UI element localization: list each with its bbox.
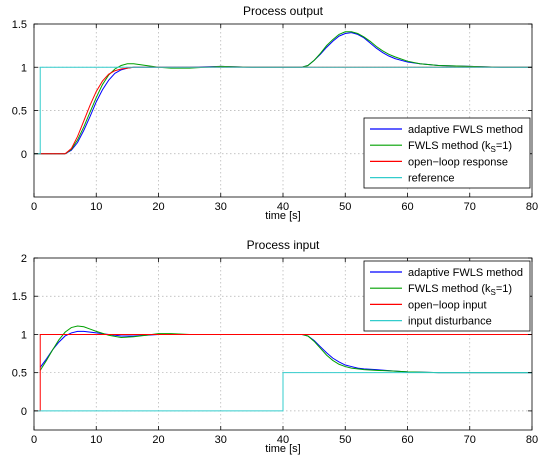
legend-label-0: adaptive FWLS method bbox=[408, 124, 523, 136]
legend-label-1-subscript: S bbox=[491, 288, 496, 297]
y-tick-label: 2 bbox=[21, 253, 27, 265]
x-tick-label: 50 bbox=[339, 201, 351, 213]
y-tick-label: 1.5 bbox=[12, 19, 27, 31]
x-tick-label: 0 bbox=[31, 434, 37, 446]
x-tick-label: 0 bbox=[31, 201, 37, 213]
y-tick-label: 0 bbox=[21, 149, 27, 161]
legend-label-1-main: FWLS method (k bbox=[408, 140, 491, 152]
process-input-chart: 0 10 20 30 40 50 60 70 80 0 0.5 1 1.5 2 Process input t… bbox=[12, 238, 538, 455]
y-tick-label: 1 bbox=[21, 62, 27, 74]
legend-label-1: FWLS method (kS=1) bbox=[408, 140, 512, 154]
legend-box bbox=[363, 117, 531, 189]
x-tick-label: 20 bbox=[152, 434, 164, 446]
legend-box bbox=[363, 260, 531, 332]
x-tick-label: 30 bbox=[215, 201, 227, 213]
x-tick-label: 70 bbox=[464, 434, 476, 446]
y-tick-label: 0.5 bbox=[12, 106, 27, 118]
x-tick-label: 70 bbox=[464, 201, 476, 213]
x-axis-label: time [s] bbox=[265, 443, 300, 455]
x-tick-label: 30 bbox=[215, 434, 227, 446]
legend-label-2: open−loop input bbox=[408, 299, 487, 311]
x-axis-label: time [s] bbox=[265, 210, 300, 222]
y-tick-label: 0.5 bbox=[12, 368, 27, 380]
process-output-chart: 0 10 20 30 40 50 60 70 80 0 0.5 1 1.5 Process output t… bbox=[12, 4, 538, 222]
x-tick-label: 40 bbox=[277, 434, 289, 446]
y-tick-label: 1.5 bbox=[12, 291, 27, 303]
legend-label-2: open−loop response bbox=[408, 156, 508, 168]
x-tick-label: 80 bbox=[526, 201, 538, 213]
series-line-3 bbox=[34, 372, 532, 412]
chart-title: Process input bbox=[247, 238, 320, 252]
x-tick-label: 40 bbox=[277, 201, 289, 213]
x-tick-label: 10 bbox=[90, 434, 102, 446]
legend-label-3: input disturbance bbox=[408, 316, 492, 328]
x-tick-label: 10 bbox=[90, 201, 102, 213]
legend-label-1-tail: =1) bbox=[496, 140, 512, 152]
legend-label-1-main: FWLS method (k bbox=[408, 283, 491, 295]
x-tick-label: 20 bbox=[152, 201, 164, 213]
legend-label-3: reference bbox=[408, 173, 454, 185]
chart-title: Process output bbox=[243, 4, 324, 18]
legend-label-1-subscript: S bbox=[491, 145, 496, 154]
legend-label-0: adaptive FWLS method bbox=[408, 267, 523, 279]
y-tick-label: 0 bbox=[21, 406, 27, 418]
x-tick-label: 80 bbox=[526, 434, 538, 446]
x-tick-label: 50 bbox=[339, 434, 351, 446]
legend-label-1: FWLS method (kS=1) bbox=[408, 283, 512, 297]
legend-label-1-tail: =1) bbox=[496, 283, 512, 295]
x-tick-label: 60 bbox=[401, 434, 413, 446]
y-tick-label: 1 bbox=[21, 329, 27, 341]
x-tick-label: 60 bbox=[401, 201, 413, 213]
